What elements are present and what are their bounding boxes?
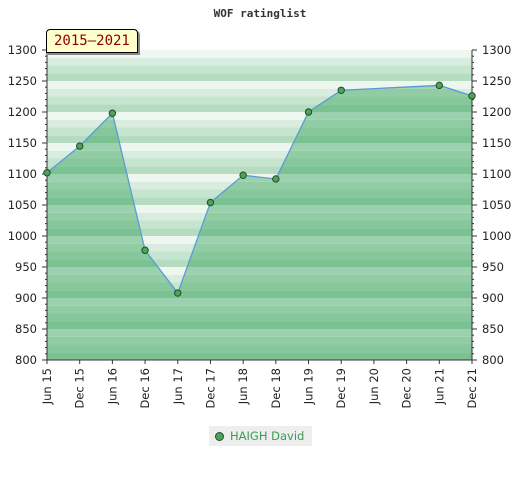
band-light xyxy=(47,119,472,128)
band-dark xyxy=(47,174,472,182)
band-dark xyxy=(47,267,472,275)
band-dark xyxy=(47,336,472,345)
x-tick-label: Jun 20 xyxy=(367,368,381,405)
x-tick-label: Jun 15 xyxy=(40,368,54,405)
band-dark xyxy=(47,290,472,298)
band-light xyxy=(47,104,472,112)
band-dark xyxy=(47,228,472,236)
y-tick-label-left: 950 xyxy=(15,260,37,274)
y-tick-label-left: 1150 xyxy=(8,136,37,150)
data-point xyxy=(75,142,84,150)
band-light xyxy=(47,135,472,143)
x-tick-label: Jun 16 xyxy=(105,368,119,405)
x-tick-label: Dec 17 xyxy=(203,368,217,409)
x-tick-label: Jun 17 xyxy=(171,368,185,405)
band-dark xyxy=(47,329,472,337)
x-tick-label: Dec 19 xyxy=(334,368,348,409)
y-tick-label-left: 1050 xyxy=(8,198,37,212)
band-dark xyxy=(47,305,472,314)
band-dark xyxy=(47,251,472,260)
date-range-label: 2015–2021 xyxy=(46,29,138,53)
band-dark xyxy=(47,313,472,322)
x-tick-label: Dec 18 xyxy=(269,368,283,409)
x-axis: Jun 15 Dec 15 Jun 16 Dec 16 Jun 17 Dec 17 Jun … xyxy=(40,359,479,409)
data-point xyxy=(206,198,215,207)
data-point xyxy=(174,289,182,297)
band-light xyxy=(47,96,472,105)
legend[interactable]: HAIGH David xyxy=(209,426,313,446)
band-dark xyxy=(47,212,472,221)
band-light xyxy=(47,166,472,174)
data-point xyxy=(337,86,345,95)
series-layer xyxy=(43,81,476,297)
y-tick-label-right: 800 xyxy=(482,353,504,367)
band-light xyxy=(47,112,472,120)
y-tick-label-right: 1250 xyxy=(482,74,511,88)
band-dark xyxy=(47,344,472,353)
band-dark xyxy=(47,236,472,244)
y-tick-label-right: 900 xyxy=(482,291,504,305)
data-point xyxy=(304,108,313,116)
data-point xyxy=(435,81,444,90)
band-dark xyxy=(47,243,472,252)
band-light xyxy=(47,158,472,167)
band-dark xyxy=(47,282,472,291)
y-tick-label-right: 850 xyxy=(482,322,504,336)
y-tick-label-right: 950 xyxy=(482,260,504,274)
band-dark xyxy=(47,197,472,205)
y-tick-label-right: 1150 xyxy=(482,136,511,150)
y-tick-label-left: 1300 xyxy=(8,43,37,57)
band-dark xyxy=(47,189,472,198)
x-tick-label: Jun 19 xyxy=(302,368,316,405)
band-dark xyxy=(47,220,472,229)
y-tick-label-left: 1100 xyxy=(8,167,37,181)
band-dark xyxy=(47,274,472,283)
x-tick-label: Jun 21 xyxy=(432,368,446,405)
band-light xyxy=(47,81,472,89)
left-y-axis: 800 850 900 950 1000 1050 1100 1150 1200 1250 1300 xyxy=(8,43,48,367)
band-dark xyxy=(47,298,472,306)
data-point xyxy=(468,92,476,100)
band-light xyxy=(47,150,472,159)
legend-marker-icon xyxy=(215,431,224,441)
x-tick-label: Jun 18 xyxy=(236,368,250,405)
y-tick-label-right: 1050 xyxy=(482,198,511,212)
band-light xyxy=(47,143,472,151)
y-tick-label-right: 1300 xyxy=(482,43,511,57)
x-tick-label: Dec 21 xyxy=(465,368,479,409)
band-dark xyxy=(47,181,472,190)
y-tick-label-right: 1100 xyxy=(482,167,511,181)
data-point xyxy=(272,175,280,183)
y-tick-label-left: 850 xyxy=(15,322,37,336)
data-point xyxy=(141,246,149,254)
band-dark xyxy=(47,259,472,267)
band-dark xyxy=(47,321,472,329)
data-point xyxy=(43,169,51,177)
band-light xyxy=(47,88,472,97)
y-tick-label-left: 800 xyxy=(15,353,37,367)
y-tick-label-right: 1200 xyxy=(482,105,511,119)
data-point xyxy=(108,109,117,117)
x-tick-label: Dec 20 xyxy=(400,368,414,409)
x-tick-label: Dec 15 xyxy=(73,368,87,409)
chart-title: WOF ratinglist xyxy=(214,7,307,20)
legend-label: HAIGH David xyxy=(230,429,305,443)
band-light xyxy=(47,57,472,66)
band-dark xyxy=(47,205,472,213)
y-tick-label-left: 1200 xyxy=(8,105,37,119)
y-tick-label-left: 900 xyxy=(15,291,37,305)
y-tick-label-right: 1000 xyxy=(482,229,511,243)
series-line xyxy=(46,84,473,295)
band-light xyxy=(47,50,472,58)
y-tick-label-left: 1000 xyxy=(8,229,37,243)
band-light xyxy=(47,127,472,136)
band-light xyxy=(47,65,472,74)
band-light xyxy=(47,73,472,81)
right-y-axis: 800 850 900 950 1000 1050 1100 1150 1200 1250 1300 xyxy=(471,43,511,367)
x-tick-label: Dec 16 xyxy=(138,368,152,409)
data-point xyxy=(239,171,247,179)
y-tick-label-left: 1250 xyxy=(8,74,37,88)
band-dark xyxy=(47,352,472,360)
